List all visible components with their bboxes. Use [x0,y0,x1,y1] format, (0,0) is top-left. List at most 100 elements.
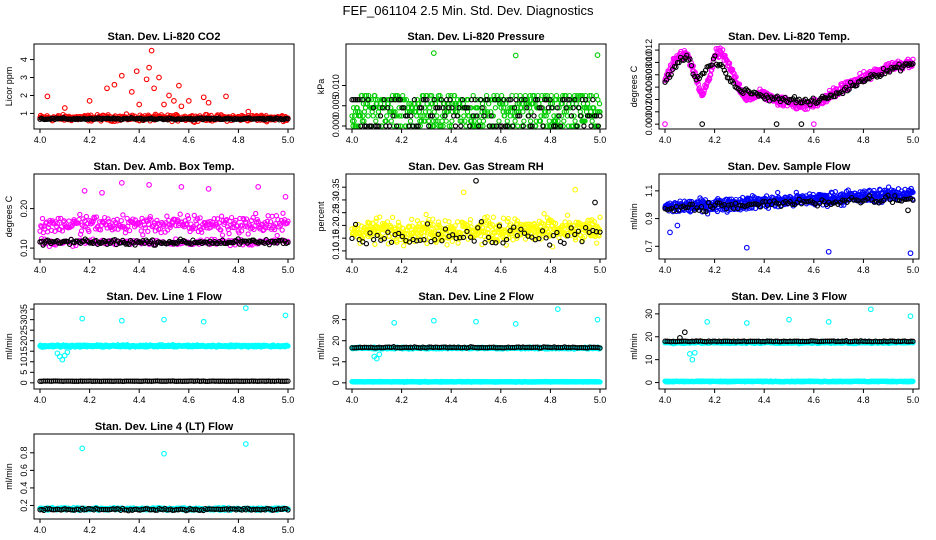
data-point [245,231,251,237]
data-point [269,213,275,219]
data-point [478,123,484,129]
y-tick-label: 3 [19,75,29,80]
data-point [552,123,559,129]
data-point [559,97,566,103]
data-point [492,97,498,103]
data-point [396,113,403,119]
data-point [434,105,441,111]
data-point [511,105,518,111]
data-point [424,97,430,103]
data-point [501,97,507,103]
data-point [500,240,506,246]
data-point [407,224,413,230]
data-point [536,235,542,242]
data-point [515,113,521,119]
data-point [554,105,560,111]
data-point [401,105,407,111]
data-point [368,123,375,129]
data-point [265,213,271,219]
x-tick-label: 4.4 [445,135,458,145]
data-point [285,239,291,246]
data-point [386,123,393,129]
data-point [527,123,534,129]
data-point [689,201,695,207]
data-point [223,93,229,100]
y-tick-label: 0.20 [19,200,29,218]
data-point [427,113,434,119]
data-point [48,227,55,234]
y-tick-label: 30 [19,315,29,325]
data-point [408,236,414,242]
panel-title: Stan. Dev. Li-820 CO2 [108,31,221,43]
data-point [589,118,595,124]
data-point [560,123,566,129]
data-point [415,123,421,129]
y-tick-label: 0.010 [644,51,654,74]
data-point [489,239,495,246]
data-point [78,228,85,234]
data-point [438,123,444,129]
data-point [468,118,475,124]
data-point [529,234,535,240]
data-point [518,226,524,232]
data-point [264,218,270,225]
data-point [832,189,839,195]
data-point [527,118,534,124]
data-point [77,211,83,218]
data-point [462,118,468,124]
data-point [349,113,355,119]
data-point [552,118,559,124]
x-tick-label: 4.0 [659,135,672,145]
data-point [732,200,739,206]
data-point [536,105,542,111]
data-point [590,97,596,103]
data-point [538,113,544,119]
data-point [583,97,589,103]
data-point [406,239,413,245]
data-point [154,217,160,224]
data-point [446,123,452,129]
data-point [45,224,51,231]
data-point [216,220,222,226]
data-point [449,232,456,238]
data-point [59,356,66,363]
data-point [178,103,185,110]
data-point [388,118,394,124]
data-point [472,97,478,103]
data-point [910,61,916,67]
data-point [867,193,873,199]
y-tick-label: 0.35 [331,178,341,196]
data-point [360,97,366,103]
data-point [267,219,274,225]
data-point [845,187,851,193]
data-point [460,234,467,241]
data-point [824,192,830,199]
data-point [402,113,409,119]
data-point [279,227,285,233]
data-point [410,123,416,129]
data-point [242,305,249,311]
data-point [468,224,474,230]
data-point [362,105,369,111]
data-point [200,318,207,325]
data-point [440,123,446,129]
data-point [422,109,429,115]
data-point [383,118,389,124]
data-point [477,97,484,103]
data-point [805,198,811,205]
data-point [737,202,743,208]
series-cyan [349,306,603,362]
data-point [83,213,90,220]
data-point [197,215,203,221]
data-point [889,199,896,206]
data-point [377,214,383,220]
data-point [531,113,537,119]
data-point [582,118,588,124]
data-point [243,216,250,222]
data-point [388,239,395,245]
data-point [103,222,110,228]
data-point [668,71,674,78]
